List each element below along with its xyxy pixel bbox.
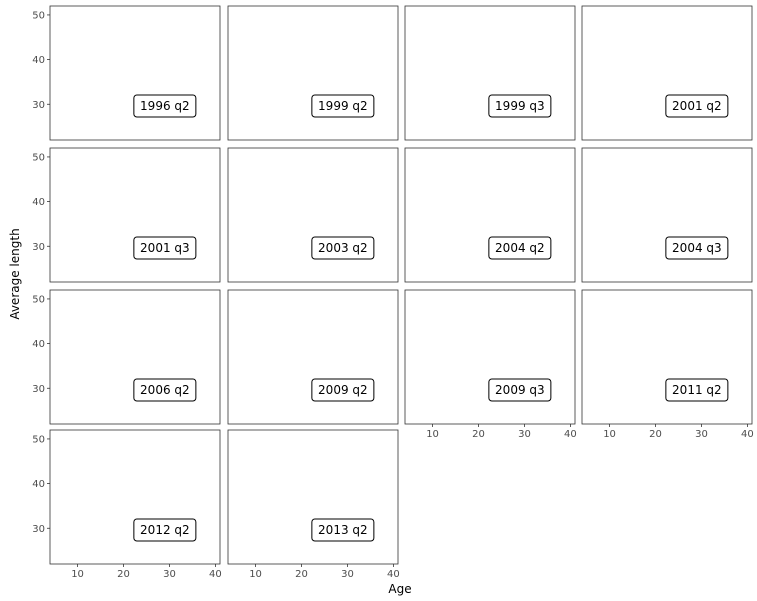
panel-label-box: [488, 378, 552, 402]
panel-label: 2009 q3: [495, 383, 545, 397]
panel-border: [49, 147, 221, 283]
y-tick-label: 30: [32, 524, 45, 535]
panel-label-box: [311, 518, 375, 542]
panel-2004-q2: 2004 q2: [404, 147, 576, 283]
y-tick-label: 40: [32, 55, 45, 66]
panel-label: 1999 q2: [318, 99, 368, 113]
panel-label-box: [133, 518, 197, 542]
y-tick-label: 40: [32, 197, 45, 208]
x-tick-label: 40: [741, 429, 754, 440]
panel-label: 2009 q2: [318, 383, 368, 397]
y-tick-label: 40: [32, 339, 45, 350]
x-tick-label: 10: [71, 569, 84, 580]
x-axis-title: Age: [388, 582, 411, 596]
panel-border: [49, 429, 221, 565]
x-tick-label: 30: [341, 569, 354, 580]
x-tick-label: 30: [518, 429, 531, 440]
y-tick-label: 50: [32, 152, 45, 163]
panel-label: 2004 q3: [672, 241, 722, 255]
y-tick-label: 30: [32, 100, 45, 111]
panel-border: [404, 289, 576, 425]
x-tick-label: 40: [564, 429, 577, 440]
x-tick-label: 40: [209, 569, 222, 580]
x-tick-label: 40: [387, 569, 400, 580]
panel-label: 2001 q3: [140, 241, 190, 255]
panel-border: [581, 5, 753, 141]
panel-border: [49, 5, 221, 141]
panel-2001-q3: 2001 q3 30 40 50: [32, 147, 221, 283]
panel-label-box: [488, 236, 552, 260]
panel-label: 2006 q2: [140, 383, 190, 397]
panel-border: [227, 429, 399, 565]
panel-2006-q2: 2006 q2 30 40 50: [32, 289, 221, 425]
panel-label-box: [133, 94, 197, 118]
panel-1999-q3: 1999 q3: [404, 5, 576, 141]
panel-border: [404, 5, 576, 141]
x-tick-label: 20: [472, 429, 485, 440]
panel-label: 2001 q2: [672, 99, 722, 113]
panel-label: 1996 q2: [140, 99, 190, 113]
panel-label: 2012 q2: [140, 523, 190, 537]
x-tick-label: 30: [163, 569, 176, 580]
panel-label: 2013 q2: [318, 523, 368, 537]
panel-2004-q3: 2004 q3: [581, 147, 753, 283]
panel-label-box: [665, 236, 729, 260]
panel-2012-q2: 2012 q2 30 40 50 10 20 30 40: [32, 429, 222, 580]
panel-label-box: [311, 94, 375, 118]
panel-label-box: [133, 378, 197, 402]
panel-label-box: [311, 378, 375, 402]
panel-label: 2004 q2: [495, 241, 545, 255]
panel-2009-q3: 2009 q3 10 20 30 40: [404, 289, 577, 440]
panel-border: [227, 289, 399, 425]
panel-2003-q2: 2003 q2: [227, 147, 399, 283]
panel-label-box: [665, 94, 729, 118]
panel-label: 1999 q3: [495, 99, 545, 113]
panel-2013-q2: 2013 q2 10 20 30 40: [227, 429, 400, 580]
x-tick-label: 20: [295, 569, 308, 580]
x-tick-label: 10: [249, 569, 262, 580]
panel-border: [49, 289, 221, 425]
x-tick-label: 10: [426, 429, 439, 440]
y-tick-label: 30: [32, 384, 45, 395]
x-tick-label: 10: [603, 429, 616, 440]
panel-border: [227, 147, 399, 283]
panel-1999-q2: 1999 q2: [227, 5, 399, 141]
panel-label: 2011 q2: [672, 383, 722, 397]
panel-2009-q2: 2009 q2: [227, 289, 399, 425]
y-tick-label: 40: [32, 479, 45, 490]
x-tick-label: 20: [117, 569, 130, 580]
panel-border: [581, 289, 753, 425]
panel-label: 2003 q2: [318, 241, 368, 255]
y-tick-label: 50: [32, 10, 45, 21]
y-axis-title: Average length: [8, 228, 22, 319]
panel-label-box: [665, 378, 729, 402]
x-tick-label: 20: [649, 429, 662, 440]
panel-2011-q2: 2011 q2 10 20 30 40: [581, 289, 754, 440]
y-tick-label: 30: [32, 242, 45, 253]
panel-2001-q2: 2001 q2: [581, 5, 753, 141]
x-tick-label: 30: [695, 429, 708, 440]
panel-label-box: [488, 94, 552, 118]
panel-label-box: [133, 236, 197, 260]
panel-1996-q2: 1996 q2 30 40 50: [32, 5, 221, 141]
panel-border: [404, 147, 576, 283]
y-tick-label: 50: [32, 434, 45, 445]
panels-group: 1996 q2 30 40 50 1999 q2 1999 q3 2001 q2 2001 q…: [32, 5, 754, 580]
panel-border: [227, 5, 399, 141]
panel-border: [581, 147, 753, 283]
panel-label-box: [311, 236, 375, 260]
y-tick-label: 50: [32, 294, 45, 305]
